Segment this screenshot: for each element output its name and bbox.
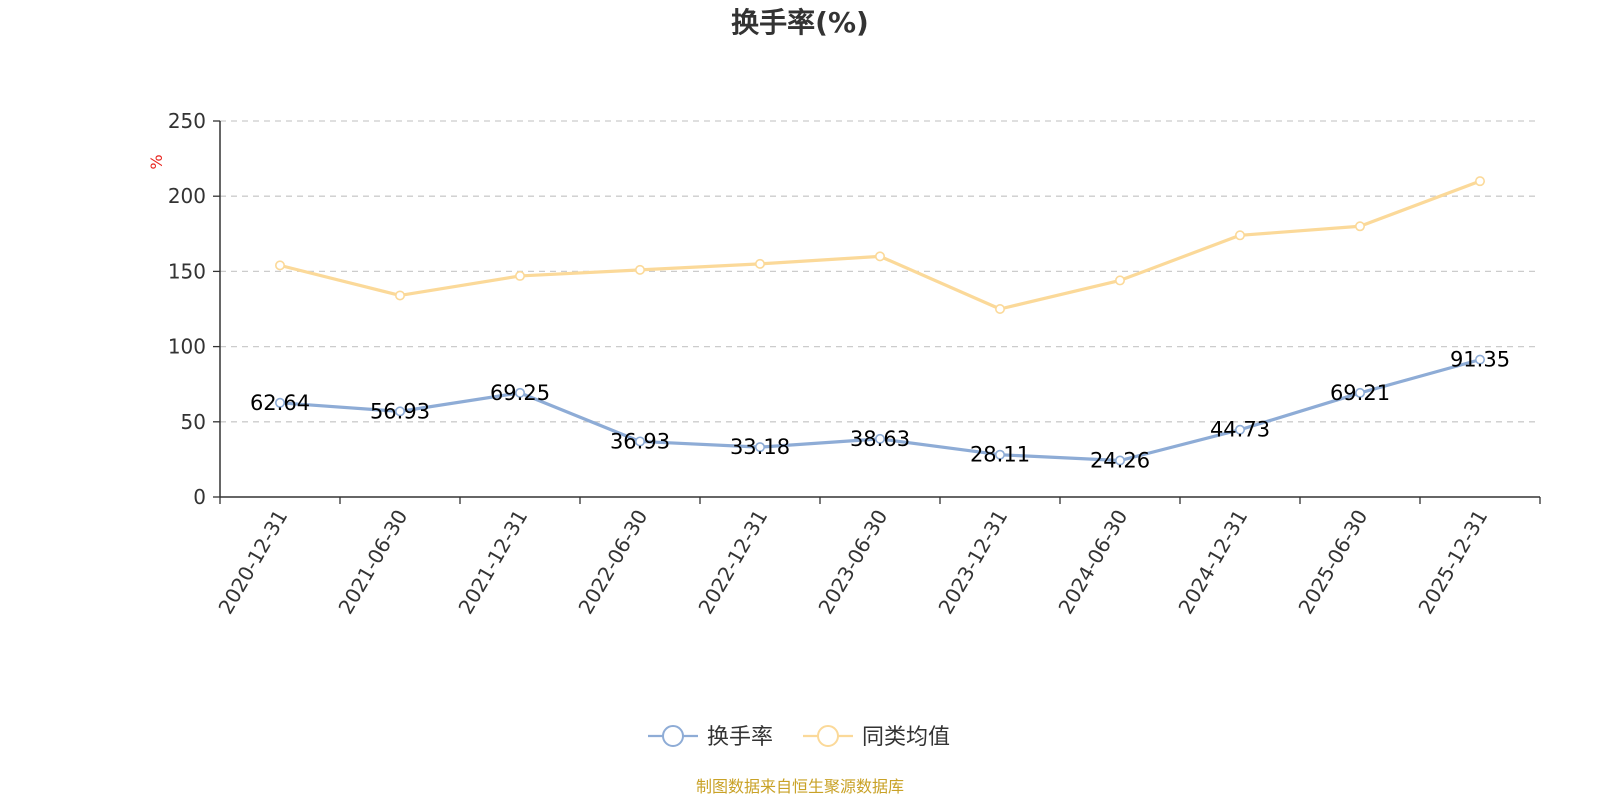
y-tick-label-50: 50	[181, 410, 206, 434]
x-tick-label-2025-12-31: 2025-12-31	[1413, 506, 1492, 619]
series-0-point-0[interactable]	[274, 397, 285, 408]
data-label-1: 56.93	[370, 399, 430, 423]
data-label-6: 28.11	[970, 443, 1030, 467]
series-1-point-10[interactable]	[1475, 176, 1486, 187]
series-0-point-6[interactable]	[994, 449, 1005, 460]
series-1-point-1[interactable]	[394, 290, 405, 301]
chart-title: 换手率(%)	[731, 6, 869, 39]
series-1-point-7[interactable]	[1115, 275, 1126, 286]
y-tick-label-0: 0	[193, 485, 206, 509]
series-0-point-5[interactable]	[874, 433, 885, 444]
legend-marker-1	[817, 725, 839, 747]
y-tick-label-250: 250	[168, 109, 206, 133]
x-tick-label-2024-06-30: 2024-06-30	[1053, 506, 1132, 619]
x-tick-labels: 2020-12-31 2021-06-30 2021-12-31 2022-06-30…	[213, 506, 1492, 619]
data-label-10: 91.35	[1450, 348, 1510, 372]
legend: 换手率 同类均值	[648, 725, 950, 750]
legend-label-0: 换手率	[707, 725, 773, 750]
y-tick-label-100: 100	[168, 335, 206, 359]
data-label-0: 62.64	[250, 391, 310, 415]
series-1-point-9[interactable]	[1355, 221, 1366, 232]
series-0-point-8[interactable]	[1235, 424, 1246, 435]
data-labels: 62.64 56.93 69.25 36.93 33.18 38.63 28.11 24.26…	[250, 348, 1510, 473]
data-label-7: 24.26	[1090, 449, 1150, 473]
x-tick-label-2020-12-31: 2020-12-31	[213, 506, 292, 619]
x-tick-label-2023-06-30: 2023-06-30	[813, 506, 892, 619]
series-1-point-3[interactable]	[634, 264, 645, 275]
y-tick-label-200: 200	[168, 184, 206, 208]
x-tick-label-2023-12-31: 2023-12-31	[933, 506, 1012, 619]
legend-label-1: 同类均值	[862, 725, 950, 750]
data-label-4: 33.18	[730, 435, 790, 459]
grid-lines	[220, 120, 1540, 423]
series-0-point-3[interactable]	[634, 436, 645, 447]
data-label-8: 44.73	[1210, 418, 1270, 442]
y-axis-unit-label: %	[147, 154, 166, 169]
series-0-point-10[interactable]	[1475, 354, 1486, 365]
series-0-point-2[interactable]	[514, 387, 525, 398]
series-1-point-4[interactable]	[754, 258, 765, 269]
y-tick-labels: 0 50 100 150 200 250	[168, 109, 206, 509]
series-0-point-7[interactable]	[1115, 455, 1126, 466]
data-label-3: 36.93	[610, 429, 670, 453]
legend-item-1[interactable]: 同类均值	[803, 725, 950, 750]
series-1	[274, 176, 1486, 314]
x-tick-label-2021-12-31: 2021-12-31	[453, 506, 532, 619]
x-tick-label-2022-06-30: 2022-06-30	[573, 506, 652, 619]
series	[274, 176, 1486, 466]
x-tick-label-2021-06-30: 2021-06-30	[333, 506, 412, 619]
series-0-point-9[interactable]	[1355, 387, 1366, 398]
data-label-5: 38.63	[850, 427, 910, 451]
series-0	[274, 354, 1486, 466]
y-tick-label-150: 150	[168, 259, 206, 283]
series-0-point-1[interactable]	[394, 406, 405, 417]
series-1-point-5[interactable]	[874, 251, 885, 262]
axes	[213, 120, 1541, 504]
data-label-9: 69.21	[1330, 381, 1390, 405]
series-1-point-0[interactable]	[274, 260, 285, 271]
data-label-2: 69.25	[490, 381, 550, 405]
x-tick-label-2025-06-30: 2025-06-30	[1293, 506, 1372, 619]
series-1-point-2[interactable]	[514, 270, 525, 281]
legend-item-0[interactable]: 换手率	[648, 725, 773, 750]
series-1-point-6[interactable]	[994, 303, 1005, 314]
series-1-point-8[interactable]	[1235, 230, 1246, 241]
series-0-point-4[interactable]	[754, 442, 765, 453]
source-note: 制图数据来自恒生聚源数据库	[696, 777, 904, 796]
x-tick-label-2024-12-31: 2024-12-31	[1173, 506, 1252, 619]
legend-marker-0	[662, 725, 684, 747]
series-line-1	[278, 179, 1482, 311]
x-tick-label-2022-12-31: 2022-12-31	[693, 506, 772, 619]
